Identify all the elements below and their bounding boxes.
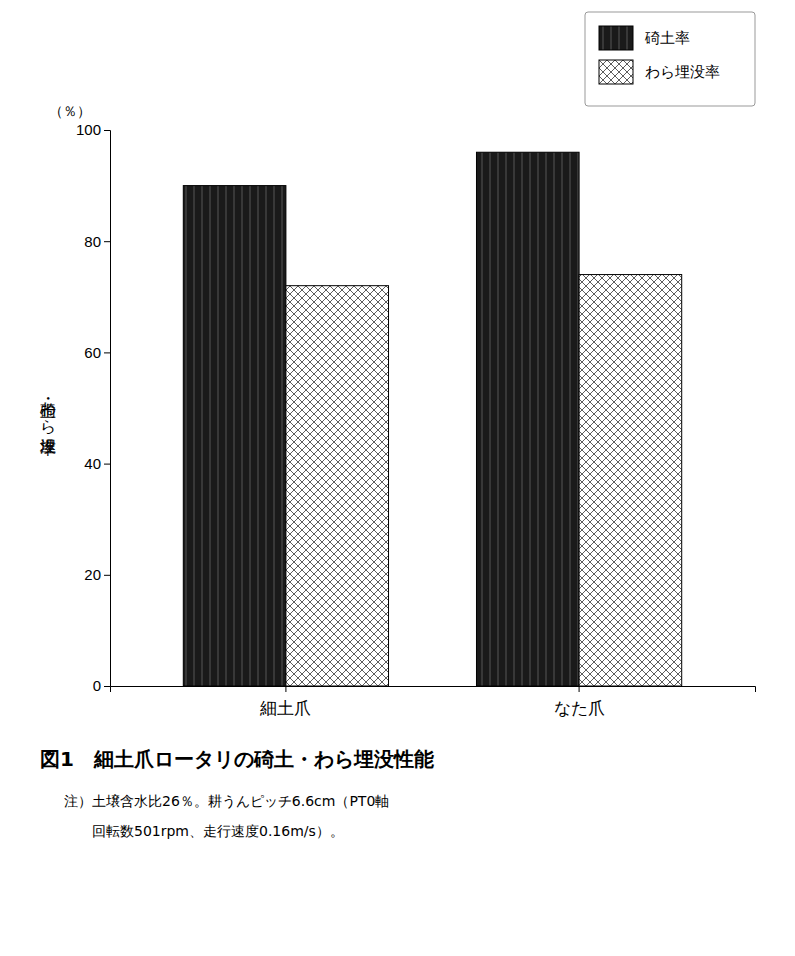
y-axis-line (104, 131, 111, 687)
x-tick: なた爪 (554, 686, 605, 718)
x-tick-mark (579, 686, 580, 692)
x-tick: 細土爪 (259, 686, 311, 718)
bar (476, 152, 579, 686)
legend-label: 碕土率 (644, 29, 690, 47)
y-tick: 0 (93, 677, 110, 694)
legend-frame (585, 12, 755, 106)
y-tick-mark (104, 241, 110, 242)
y-tick-label: 80 (84, 233, 101, 250)
legend-swatch (599, 60, 633, 84)
bar (579, 275, 682, 686)
bar (286, 286, 389, 686)
y-tick: 20 (84, 566, 110, 583)
bar (183, 186, 286, 686)
x-tick-mark (285, 686, 286, 692)
y-tick-mark (104, 352, 110, 353)
y-tick: 100 (76, 121, 110, 138)
x-axis: 細土爪 なた爪 (111, 686, 756, 718)
legend-item: 碕土率 (599, 26, 690, 50)
y-unit: （％） (49, 103, 91, 119)
y-tick-label: 20 (84, 566, 101, 583)
y-tick-label: 40 (84, 455, 101, 472)
y-axis: 0 20 40 60 80 100 (76, 121, 111, 694)
y-tick-label: 60 (84, 344, 101, 361)
legend-swatch (599, 26, 633, 50)
title: 図1 細土爪ロータリの碕土・わら埋没性能 (40, 747, 434, 771)
legend-label: わら埋没率 (645, 63, 720, 81)
y-axis-title: 碕土・わら埋没率 (39, 390, 58, 456)
y-tick-mark (104, 464, 110, 465)
y-tick-mark (104, 575, 110, 576)
legend: 碕土率わら埋没率 (585, 12, 755, 106)
note: 注）土壌含水比26％。耕うんピッチ6.6cm（PT0軸 (64, 793, 389, 809)
y-tick-mark (104, 130, 110, 131)
bars (183, 152, 681, 686)
x-axis-line (111, 687, 756, 693)
x-tick-label: 細土爪 (259, 699, 311, 718)
y-tick-label: 0 (93, 677, 101, 694)
plot: 0 20 40 60 80 100 細土爪 なた爪 (76, 121, 756, 717)
legend-item: わら埋没率 (599, 60, 720, 84)
y-tick-label: 100 (76, 121, 101, 138)
y-tick: 80 (84, 233, 110, 250)
chart: 0 20 40 60 80 100 細土爪 なた爪 碕土・わら埋没率 （％） 碕土率わら埋没率図1 … (0, 0, 795, 956)
y-tick: 40 (84, 455, 110, 472)
y-tick-mark (104, 686, 110, 687)
x-tick-label: なた爪 (554, 699, 605, 718)
y-tick: 60 (84, 344, 110, 361)
note: 回転数501rpm、走行速度0.16m/s）。 (64, 823, 344, 839)
